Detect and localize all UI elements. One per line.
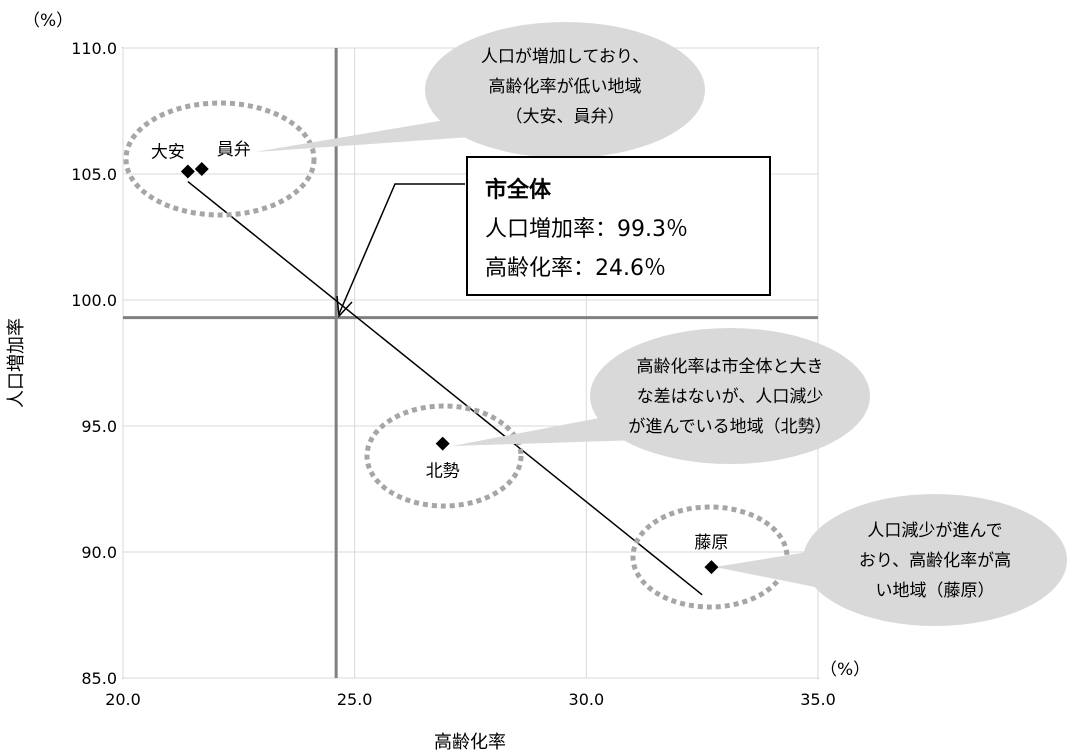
summary-title: 市全体 [485,177,552,203]
y-tick-label: 95.0 [81,417,117,436]
trendline [187,180,703,596]
summary-box [466,156,771,296]
x-tick-label: 25.0 [337,690,373,709]
y-tick-label: 105.0 [71,165,117,184]
summary-arrow [338,183,465,315]
y-tick-label: 90.0 [81,543,117,562]
callout-line: 高齢化率が低い地域 [489,77,642,97]
data-point-label: 大安 [151,142,185,162]
group-ellipse-daian-inabe [123,100,317,218]
y-axis-title: 人口増加率 [6,318,27,408]
reference-lines [123,48,818,678]
data-point-label: 北勢 [426,462,460,482]
x-axis-title: 高齢化率 [434,732,506,753]
y-tick-label: 100.0 [71,291,117,310]
y-tick-label: 85.0 [81,669,117,688]
callout-line: おり、高齢化率が高 [859,551,1011,571]
callout-fujiwara: 人口減少が進んで おり、高齢化率が高 い地域（藤原） [715,494,1067,626]
data-point-marker [194,161,209,176]
callout-daian-inabe: 人口が増加しており、 高齢化率が低い地域 （大安、員弁） [255,22,705,158]
callout-line: い地域（藤原） [876,581,995,601]
callout-line: が進んでいる地域（北勢） [628,417,831,437]
data-point-marker [180,164,195,179]
data-point-label: 員弁 [217,140,251,160]
callout-hokusei: 高齢化率は市全体と大き な差はないが、人口減少 が進んでいる地域（北勢） [452,328,870,464]
summary-line: 人口増加率：99.3％ [485,217,688,242]
callout-line: 人口が増加しており、 [481,47,649,67]
x-tick-label: 20.0 [105,690,141,709]
city-summary-annotation: 市全体 人口増加率：99.3％ 高齢化率：24.6％ [336,156,771,318]
group-ellipse-hokusei [364,403,524,509]
summary-line: 高齢化率：24.6％ [485,256,666,281]
tick-labels: 85.0 90.0 95.0 100.0 105.0 110.0 20.0 25.0 30.0 3… [71,39,836,709]
summary-arrowhead [336,295,353,318]
data-point-label: 藤原 [694,533,728,553]
y-unit-label: （%） [23,11,73,31]
callout-line: 高齢化率は市全体と大き [637,357,824,377]
y-tick-label: 110.0 [71,39,117,58]
x-tick-label: 35.0 [800,690,836,709]
x-unit-label: （%） [820,660,870,680]
x-tick-label: 30.0 [569,690,605,709]
callout-line: （大安、員弁） [506,107,625,127]
data-point-marker [435,436,450,451]
callout-line: 人口減少が進んで [867,521,1002,541]
data-point-marker [704,560,719,575]
callout-line: な差はないが、人口減少 [637,387,824,407]
